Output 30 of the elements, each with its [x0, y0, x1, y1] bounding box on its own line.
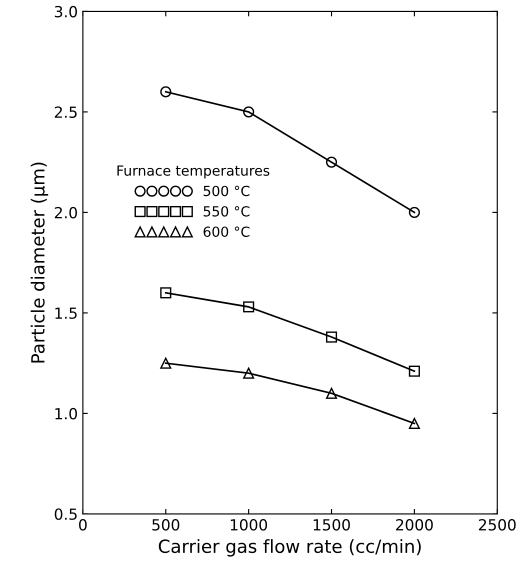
- x-tick-label: 1000: [230, 519, 268, 531]
- point: [408, 366, 420, 377]
- y-tick-label: 2.0: [54, 206, 78, 218]
- point: [408, 418, 420, 430]
- x-axis-title: Carrier gas flow rate (cc/min): [158, 539, 421, 557]
- y-tick-label: 1.0: [55, 408, 78, 420]
- legend-label: 550 °C: [204, 206, 250, 217]
- point: [160, 358, 172, 369]
- x-tick-label: 2000: [396, 519, 433, 531]
- x-tick-label: 0: [79, 519, 87, 531]
- legend-label: 600 °C: [204, 226, 250, 237]
- y-tick-label: 3.0: [54, 6, 78, 18]
- y-tick-label: 1.5: [55, 308, 77, 319]
- x-tick-label: 500: [152, 519, 180, 531]
- point: [160, 86, 172, 98]
- point: [243, 301, 254, 312]
- y-tick-label: 2.5: [54, 106, 77, 118]
- x-tick-label: 1500: [314, 519, 350, 531]
- point: [326, 331, 338, 343]
- point: [243, 106, 254, 118]
- point: [408, 206, 420, 218]
- point: [243, 368, 254, 379]
- y-tick-label: 0.5: [54, 508, 77, 520]
- point: [326, 156, 338, 168]
- point: [326, 388, 338, 399]
- y-axis-title: Particle diameter (μm): [30, 162, 48, 362]
- x-tick-label: 2500: [478, 519, 516, 531]
- legend-title: Furnace temperatures: [117, 165, 270, 179]
- point: [160, 287, 172, 298]
- legend-label: 500 °C: [204, 186, 250, 196]
